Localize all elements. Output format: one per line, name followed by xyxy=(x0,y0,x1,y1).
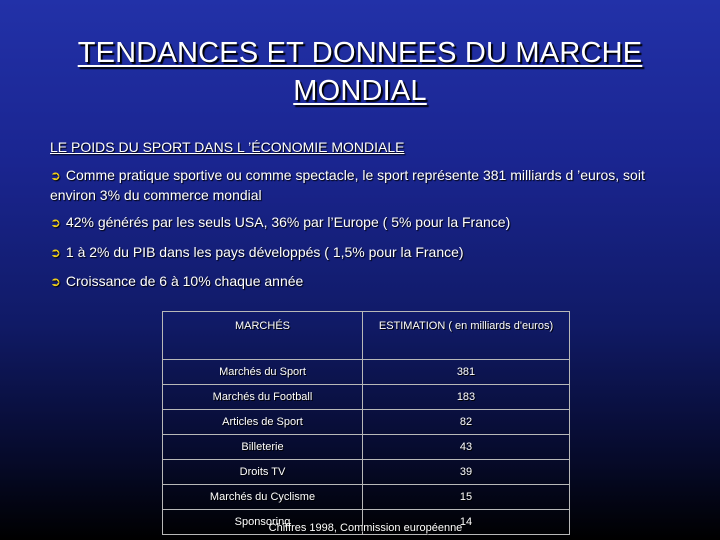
arrow-right-icon: ➲ xyxy=(50,169,61,184)
market-value-cell: 43 xyxy=(362,434,570,460)
slide-title-line-2: MONDIAL xyxy=(293,75,427,107)
arrow-right-icon: ➲ xyxy=(50,246,61,261)
table-row: Marchés du Football 183 xyxy=(162,384,570,410)
table-row: Articles de Sport 82 xyxy=(162,409,570,435)
market-name-cell: Billeterie xyxy=(162,434,363,460)
bullet-item: ➲ Croissance de 6 à 10% chaque année xyxy=(50,272,670,292)
slide-title: TENDANCES ET DONNEES DU MARCHE MONDIAL xyxy=(20,34,700,110)
bullet-text: Comme pratique sportive ou comme spectac… xyxy=(50,167,645,203)
bullet-item: ➲ Comme pratique sportive ou comme specta… xyxy=(50,166,670,205)
table-row: Billeterie 43 xyxy=(162,434,570,460)
market-name-cell: Marchés du Football xyxy=(162,384,363,410)
market-value-cell: 15 xyxy=(362,484,570,510)
bullet-item: ➲ 42% générés par les seuls USA, 36% par … xyxy=(50,213,670,233)
market-name-cell: Marchés du Sport xyxy=(162,359,363,385)
column-header-markets: MARCHÉS xyxy=(162,311,363,360)
market-value-cell: 381 xyxy=(362,359,570,385)
arrow-right-icon: ➲ xyxy=(50,275,61,290)
market-name-cell: Droits TV xyxy=(162,459,363,485)
market-name-cell: Articles de Sport xyxy=(162,409,363,435)
table-row: Sponsoring 14 xyxy=(162,509,570,535)
market-value-cell: 14 xyxy=(362,509,570,535)
market-name-cell: Marchés du Cyclisme xyxy=(162,484,363,510)
table-row: Marchés du Cyclisme 15 xyxy=(162,484,570,510)
column-header-estimation: ESTIMATION ( en milliards d'euros) xyxy=(362,311,570,360)
market-value-cell: 183 xyxy=(362,384,570,410)
bullet-item: ➲ 1 à 2% du PIB dans les pays développés … xyxy=(50,243,670,263)
table-row: Marchés du Sport 381 xyxy=(162,359,570,385)
table-header-row: MARCHÉS ESTIMATION ( en milliards d'euro… xyxy=(162,311,570,360)
source-note: Chiffres 1998, Commission européenne xyxy=(268,522,463,534)
slide-title-line-1: TENDANCES ET DONNEES DU MARCHE xyxy=(77,37,643,69)
bullet-text: Croissance de 6 à 10% chaque année xyxy=(65,273,304,289)
bullet-text: 1 à 2% du PIB dans les pays développés (… xyxy=(65,244,464,260)
market-name-cell: Sponsoring xyxy=(162,509,363,535)
arrow-right-icon: ➲ xyxy=(50,216,61,231)
bullet-text: 42% générés par les seuls USA, 36% par l… xyxy=(65,214,511,230)
market-table: MARCHÉS ESTIMATION ( en milliards d'euro… xyxy=(162,311,570,535)
market-value-cell: 82 xyxy=(362,409,570,435)
section-heading: LE POIDS DU SPORT DANS L ’ÉCONOMIE MONDI… xyxy=(50,139,405,155)
table-row: Droits TV 39 xyxy=(162,459,570,485)
market-value-cell: 39 xyxy=(362,459,570,485)
